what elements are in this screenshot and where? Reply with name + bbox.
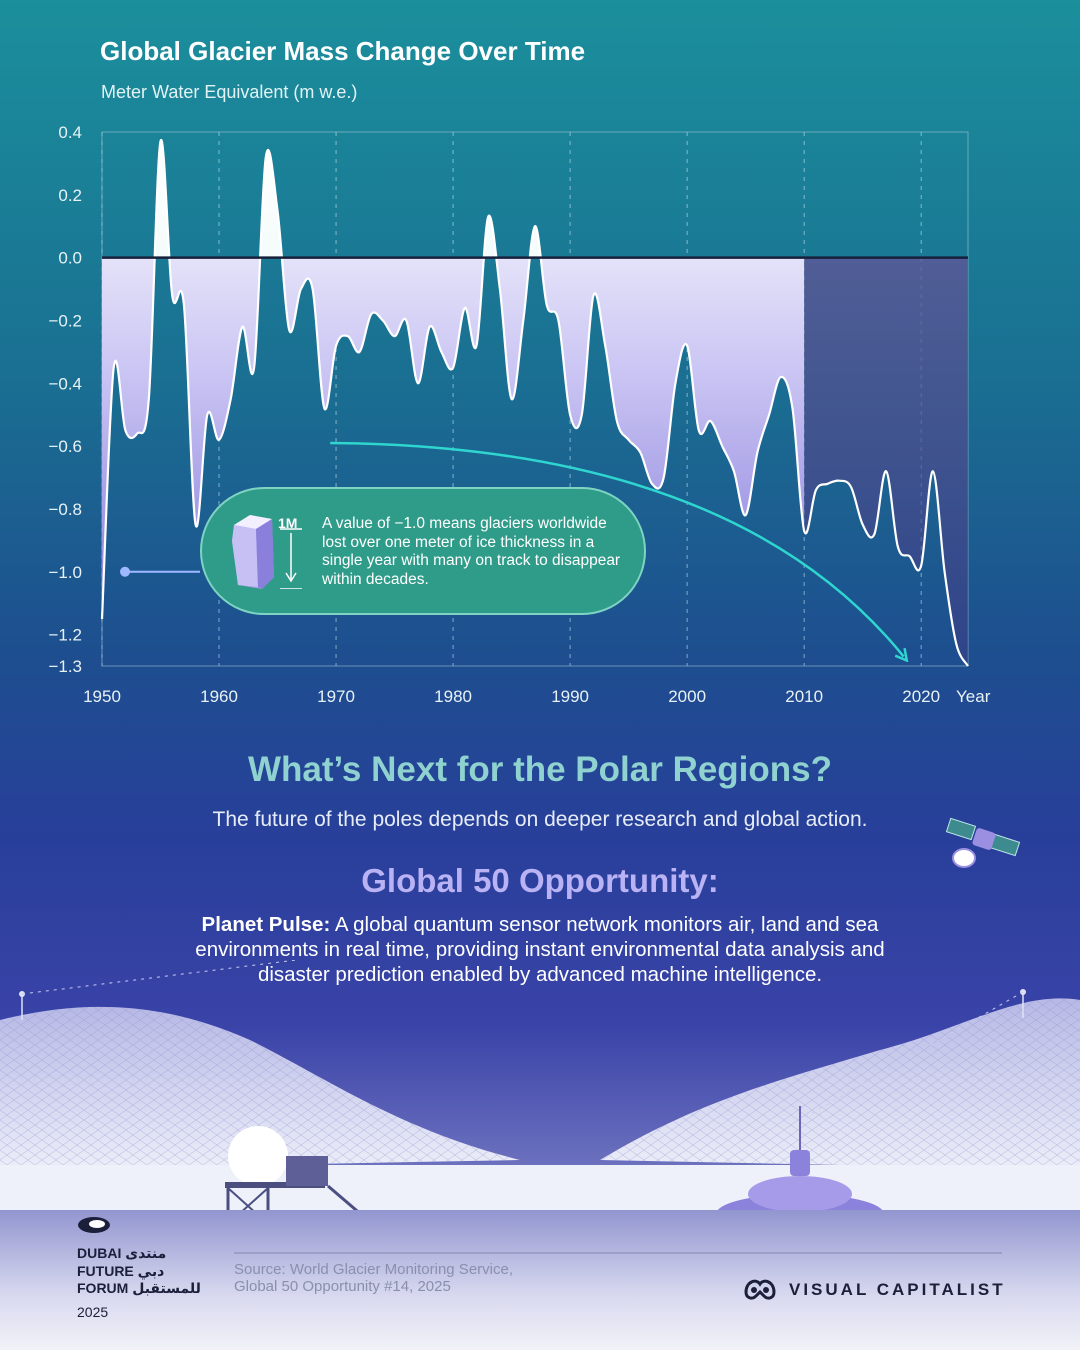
- visual-capitalist-wordmark: VISUAL CAPITALIST: [789, 1280, 1006, 1299]
- highlight-band-2010s: [804, 257, 968, 666]
- dubai-future-forum-wordmark: DUBAI منتدى FUTURE دبي FORUM للمستقبل: [77, 1245, 217, 1298]
- dff-line-1: DUBAI منتدى: [77, 1245, 167, 1261]
- opportunity-title: Global 50 Opportunity:: [361, 862, 719, 899]
- opportunity-lead: Planet Pulse:: [201, 913, 331, 936]
- x-axis-ticks: 1950 1960 1970 1980 1990 2000 2010 2020: [83, 687, 940, 706]
- y-axis-ticks: 0.4 0.2 0.0 −0.2 −0.4 −0.6 −0.8 −1.0 −1.2 −1.3: [48, 123, 82, 676]
- y-tick-label: 0.4: [58, 123, 82, 142]
- x-tick-label: 1950: [83, 687, 121, 706]
- y-tick-label: −0.4: [48, 374, 82, 393]
- trend-arrow: [330, 441, 903, 657]
- x-tick-label: 1990: [551, 687, 589, 706]
- callout-box: 1M A value of −1.0 means glaciers worldw…: [200, 487, 646, 615]
- ice-block-icon: [232, 515, 274, 589]
- source-note: Source: World Glacier Monitoring Service…: [234, 1261, 513, 1295]
- y-tick-label: −0.2: [48, 311, 82, 330]
- next-section-title: What’s Next for the Polar Regions?: [247, 750, 833, 789]
- series-line: [100, 138, 969, 667]
- opportunity-body: Planet Pulse: A global quantum sensor ne…: [160, 912, 920, 987]
- opportunity-text: A global quantum sensor network monitors…: [195, 913, 885, 986]
- source-line-2: Global 50 Opportunity #14, 2025: [234, 1278, 451, 1295]
- forum-year: 2025: [77, 1304, 109, 1320]
- y-tick-label: −0.6: [48, 437, 82, 456]
- x-tick-label: 1980: [434, 687, 472, 706]
- satellite-icon: [945, 817, 1021, 868]
- chart-title: Global Glacier Mass Change Over Time: [100, 36, 586, 66]
- y-tick-label: −1.0: [48, 563, 82, 582]
- callout-scale-label: 1M: [278, 515, 298, 531]
- chart-subtitle: Meter Water Equivalent (m w.e.): [101, 82, 358, 102]
- area-negative-fill: [102, 257, 805, 619]
- x-tick-label: 2000: [668, 687, 706, 706]
- y-tick-label: −1.3: [48, 657, 82, 676]
- next-section-subtitle: The future of the poles depends on deepe…: [212, 808, 868, 831]
- y-tick-label: −0.8: [48, 500, 82, 519]
- dff-line-2: FUTURE دبي: [77, 1262, 165, 1279]
- dff-line-3: FORUM للمستقبل: [77, 1280, 201, 1296]
- polar-landscape-illustration: [0, 960, 1080, 1210]
- x-tick-label: 1970: [317, 687, 355, 706]
- y-tick-label: −1.2: [48, 626, 82, 645]
- x-tick-label: 1960: [200, 687, 238, 706]
- footer-divider: [234, 1252, 1002, 1254]
- source-line-1: Source: World Glacier Monitoring Service…: [234, 1261, 513, 1278]
- x-tick-label: 2010: [785, 687, 823, 706]
- callout-text: A value of −1.0 means glaciers worldwide…: [322, 515, 621, 588]
- x-axis-label: Year: [956, 687, 991, 706]
- y-tick-label: 0.2: [58, 186, 82, 205]
- dubai-future-forum-logo-icon: [78, 1217, 110, 1233]
- y-tick-label: 0.0: [58, 249, 82, 268]
- one-meter-scale-icon: [280, 528, 302, 589]
- visual-capitalist-logo-icon: [744, 1279, 776, 1300]
- x-tick-label: 2020: [902, 687, 940, 706]
- callout-pointer-dot: [120, 566, 130, 577]
